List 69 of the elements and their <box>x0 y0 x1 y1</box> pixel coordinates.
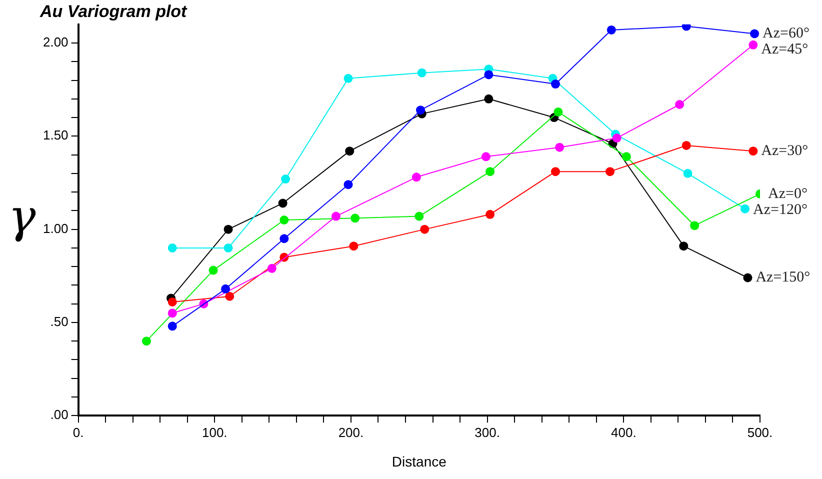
point <box>349 242 358 251</box>
x-tick-label: 500. <box>747 424 773 440</box>
point <box>350 214 360 223</box>
point <box>208 266 218 275</box>
point <box>606 25 616 34</box>
series-label: Az=150° <box>756 270 810 286</box>
point <box>486 210 495 219</box>
point <box>224 224 233 234</box>
y-tick-label: 1.50 <box>42 128 68 143</box>
point <box>683 168 692 178</box>
point <box>550 80 560 89</box>
point <box>412 172 421 182</box>
point <box>221 284 230 294</box>
point <box>484 70 494 80</box>
point <box>622 152 631 162</box>
point <box>281 174 290 184</box>
point <box>554 107 563 116</box>
point <box>682 140 691 150</box>
point <box>612 134 622 143</box>
y-tick-label: .00 <box>50 407 68 422</box>
series-label: Az=30° <box>761 143 808 160</box>
y-axis-title: γ <box>8 188 36 243</box>
point <box>481 152 490 162</box>
point <box>690 221 700 230</box>
point <box>345 146 354 156</box>
y-tick-label: 1.00 <box>42 220 68 236</box>
point <box>168 243 177 252</box>
point <box>416 106 426 115</box>
point <box>344 180 353 190</box>
chart-title: Au Variogram plot <box>39 2 188 21</box>
point <box>225 292 234 301</box>
point <box>748 146 758 156</box>
point <box>168 297 177 306</box>
point <box>555 142 564 152</box>
x-tick-label: 200. <box>338 424 364 440</box>
series-label: Az=60° <box>762 26 810 42</box>
x-tick-label: 400. <box>611 424 636 440</box>
point <box>168 308 177 318</box>
point <box>331 212 340 221</box>
point <box>606 167 615 176</box>
series-label: Az=120° <box>753 202 808 218</box>
point <box>224 243 233 252</box>
x-tick-label: 300. <box>474 424 500 440</box>
point <box>550 167 560 176</box>
point <box>344 74 353 83</box>
x-axis-title: Distance <box>392 453 447 470</box>
x-tick-label: 0. <box>72 424 84 440</box>
point <box>420 224 430 234</box>
point <box>740 204 750 214</box>
series-label: Az=0° <box>768 186 808 202</box>
x-tick-label: 100. <box>202 424 228 440</box>
point <box>486 167 495 176</box>
point <box>748 40 758 50</box>
point <box>675 100 684 110</box>
point <box>280 216 289 224</box>
point <box>743 273 752 282</box>
y-tick-label: .50 <box>50 314 68 330</box>
point <box>750 29 760 38</box>
point <box>679 242 688 251</box>
point <box>168 322 177 331</box>
point <box>267 264 276 273</box>
point <box>280 234 289 244</box>
series-label: Az=45° <box>761 42 808 58</box>
point <box>142 336 151 346</box>
y-tick-label: 2.00 <box>42 34 68 50</box>
point <box>278 198 288 208</box>
point <box>414 212 424 221</box>
point <box>484 94 494 104</box>
point <box>417 68 426 78</box>
